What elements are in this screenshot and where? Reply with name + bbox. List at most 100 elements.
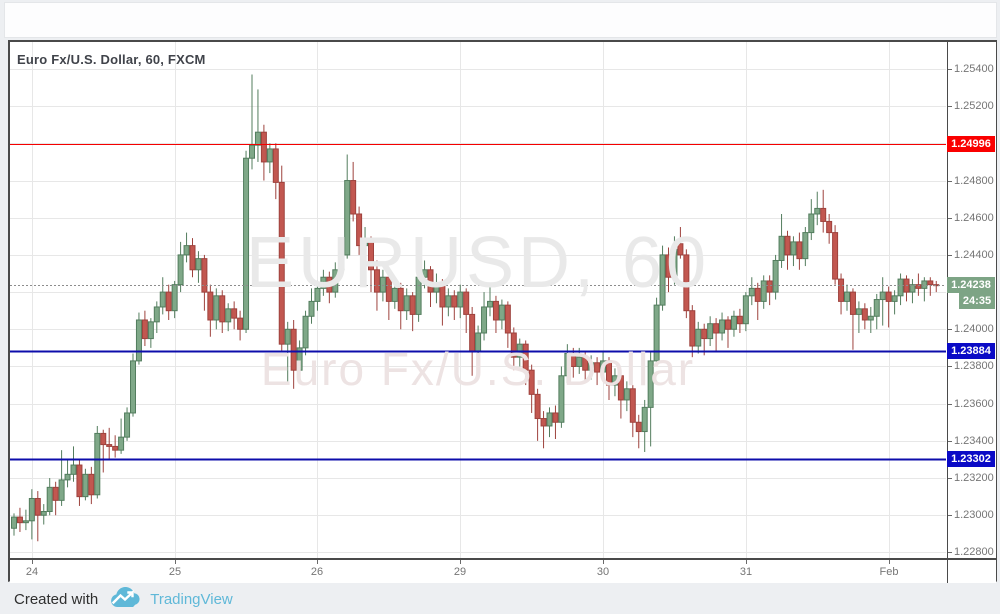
candle-body — [594, 362, 601, 373]
candle-body — [463, 291, 470, 315]
time-axis-label: 25 — [168, 566, 182, 578]
candle-body — [849, 291, 856, 315]
candle-body — [778, 235, 785, 261]
candle-body — [344, 180, 351, 256]
candle-body — [665, 254, 672, 278]
price-tick-mark — [948, 255, 952, 256]
price-tick-label: 1.25400 — [954, 63, 994, 75]
candle-body — [177, 254, 184, 286]
time-tick-mark — [460, 560, 461, 564]
candle-body — [427, 269, 434, 293]
candle-body — [742, 295, 749, 325]
candle-body — [832, 232, 839, 280]
candle-body — [611, 375, 618, 386]
tradingview-link[interactable]: TradingView — [108, 586, 233, 612]
watermark-symbol: EURUSD, 60 — [245, 223, 711, 303]
candle-body — [748, 287, 755, 297]
candle-body — [391, 287, 398, 302]
candle-body — [141, 319, 148, 340]
candle-body — [653, 304, 660, 362]
time-axis-label: 26 — [310, 566, 324, 578]
candle-body — [433, 282, 440, 293]
candle-body — [82, 473, 89, 498]
chart-plot[interactable]: Euro Fx/U.S. Dollar, 60, FXCM EURUSD, 60… — [10, 42, 946, 558]
candle-body — [629, 388, 636, 423]
candle-body — [855, 308, 862, 315]
candle-body — [689, 310, 696, 347]
chart-widget: Euro Fx/U.S. Dollar, 60, FXCM EURUSD, 60… — [8, 40, 997, 583]
price-tick-label: 1.25200 — [954, 100, 994, 112]
candle-body — [421, 269, 428, 278]
candle-body — [695, 328, 702, 347]
candle-body — [707, 323, 714, 340]
candle-body — [415, 276, 422, 315]
time-axis[interactable]: 24 25 26 29 30 31 Feb — [10, 558, 947, 583]
candle-body — [671, 248, 678, 278]
candle-body — [558, 375, 565, 423]
candle-body — [885, 291, 892, 302]
candle-body — [213, 295, 220, 321]
candle-body — [135, 319, 142, 362]
price-tick-label: 1.24600 — [954, 212, 994, 224]
candle-body — [40, 511, 47, 516]
candle-body — [808, 213, 815, 234]
candle-body — [219, 295, 226, 323]
candle-body — [11, 516, 17, 529]
candle-body — [385, 276, 392, 302]
price-tick-label: 1.24000 — [954, 323, 994, 335]
time-tick-mark — [603, 560, 604, 564]
candle-body — [921, 280, 928, 289]
candle-body — [564, 352, 571, 377]
candle-body — [897, 278, 904, 297]
candle-body — [498, 304, 505, 321]
candle-body — [677, 243, 684, 256]
candle-body — [64, 473, 71, 481]
tradingview-logo-icon — [108, 586, 142, 612]
price-tick-label: 1.23800 — [954, 360, 994, 372]
candle-body — [243, 157, 250, 330]
candle-body — [290, 328, 297, 371]
candle-body — [94, 432, 101, 496]
candle-body — [58, 479, 65, 501]
candle-body — [451, 295, 458, 308]
candle-body — [891, 295, 898, 302]
candle-body — [147, 321, 154, 340]
candlestick-canvas[interactable] — [10, 42, 946, 558]
candle-body — [844, 291, 850, 302]
candle-body — [272, 148, 279, 183]
candle-body — [338, 254, 345, 271]
candle-body — [46, 486, 53, 513]
price-tick-label: 1.23200 — [954, 472, 994, 484]
candle-body — [617, 375, 624, 401]
candle-body — [308, 300, 315, 317]
candle-body — [635, 421, 642, 433]
candle-body — [409, 295, 416, 315]
price-tick-mark — [948, 366, 952, 367]
price-tick-label: 1.24800 — [954, 175, 994, 187]
candle-body — [22, 520, 29, 524]
candle-body — [76, 464, 83, 498]
candle-body — [52, 486, 59, 501]
created-with-label: Created with — [14, 590, 99, 608]
price-level-badge-blue-lower: 1.23302 — [947, 451, 995, 467]
axis-corner — [947, 558, 996, 583]
watermark-description: Euro Fx/U.S. Dollar — [260, 343, 696, 395]
candle-body — [379, 276, 386, 293]
candle-body — [296, 347, 303, 371]
time-tick-mark — [175, 560, 176, 564]
price-tick-label: 1.23600 — [954, 398, 994, 410]
time-tick-mark — [746, 560, 747, 564]
price-level-badge-red: 1.24996 — [947, 136, 995, 152]
footer: Created with TradingView — [14, 586, 233, 612]
candle-body — [826, 220, 833, 234]
candle-body — [445, 295, 452, 308]
candle-body — [802, 232, 809, 260]
candle-body — [772, 259, 779, 293]
candle-body — [701, 328, 708, 340]
candle-body — [796, 241, 803, 260]
candle-body — [760, 280, 767, 302]
candle-body — [88, 473, 95, 496]
candle-body — [254, 131, 261, 146]
price-tick-mark — [948, 181, 952, 182]
